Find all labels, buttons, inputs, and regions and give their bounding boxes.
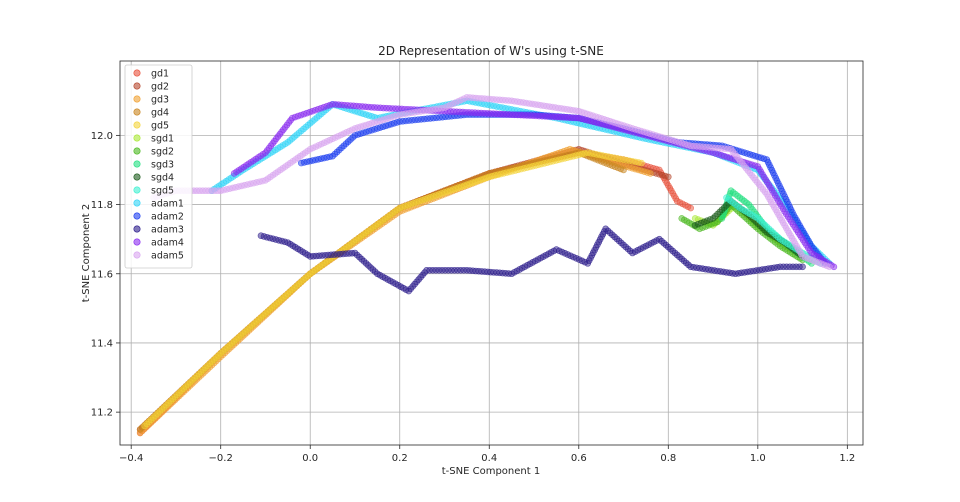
x-tick-label: −0.4 (119, 453, 143, 464)
legend-marker-gd4 (133, 108, 141, 116)
y-tick-label: 12.0 (91, 131, 113, 142)
y-tick-label: 11.8 (91, 200, 113, 211)
legend-label-adam4: adam4 (151, 238, 184, 249)
y-axis-label: t-SNE Component 2 (81, 204, 92, 302)
gd4-point (620, 166, 627, 174)
legend-marker-adam3 (133, 225, 141, 233)
legend-marker-adam2 (133, 212, 141, 220)
legend-label-adam5: adam5 (151, 251, 184, 262)
plot-area-frame (119, 60, 864, 446)
legend-marker-gd2 (133, 82, 141, 90)
legend-items: gd1 gd2 gd3 gd4 gd5 sgd1 sgd2 sgd3 sgd4 sgd5 adam1… (133, 69, 184, 262)
legend-label-sgd1: sgd1 (151, 134, 174, 145)
legend-marker-sgd4 (133, 173, 141, 181)
y-tick-label: 11.6 (91, 269, 113, 280)
adam5-point (826, 263, 833, 271)
legend-label-sgd3: sgd3 (151, 160, 174, 171)
legend-label-sgd5: sgd5 (151, 186, 174, 197)
series-gd5 (141, 149, 645, 430)
legend-label-gd4: gd4 (151, 108, 169, 119)
legend-marker-gd1 (133, 69, 141, 77)
axis-ticks: −0.4 −0.2 0.0 0.2 0.4 0.6 0.8 1.0 1.2 11.2 11.4 11.… (91, 131, 856, 464)
legend-label-gd1: gd1 (151, 69, 169, 80)
legend-label-sgd4: sgd4 (151, 173, 174, 184)
legend-marker-sgd5 (133, 186, 141, 194)
x-tick-label: 1.2 (839, 453, 855, 464)
legend-marker-gd3 (133, 95, 141, 103)
x-tick-label: −0.2 (209, 453, 233, 464)
x-tick-label: 0.4 (481, 453, 497, 464)
legend-label-adam1: adam1 (151, 199, 184, 210)
gd1-point (687, 204, 694, 212)
legend-marker-adam5 (133, 251, 141, 259)
legend-label-gd5: gd5 (151, 121, 169, 132)
x-tick-label: 1.0 (750, 453, 766, 464)
legend-label-adam2: adam2 (151, 212, 184, 223)
legend-marker-sgd1 (133, 134, 141, 142)
series-adam3 (257, 225, 806, 295)
legend-frame (124, 64, 193, 269)
legend-label-gd2: gd2 (151, 82, 169, 93)
legend-label-adam3: adam3 (151, 225, 184, 236)
legend-marker-sgd3 (133, 160, 141, 168)
x-tick-label: 0.6 (571, 453, 587, 464)
legend-marker-adam1 (133, 199, 141, 207)
gd2-point (664, 173, 672, 181)
legend-label-sgd2: sgd2 (151, 147, 174, 158)
legend-marker-gd5 (133, 121, 141, 129)
gd3-point (647, 170, 654, 177)
y-tick-label: 11.2 (91, 408, 113, 419)
y-tick-label: 11.4 (91, 338, 113, 349)
x-tick-label: 0.2 (392, 453, 408, 464)
legend-marker-adam4 (133, 238, 141, 246)
x-tick-label: 0.8 (660, 453, 676, 464)
chart-title: 2D Representation of W's using t-SNE (378, 44, 604, 58)
legend-marker-sgd2 (133, 147, 141, 155)
legend-label-gd3: gd3 (151, 95, 169, 106)
adam3-point (799, 263, 806, 271)
data-series-layer (136, 94, 838, 437)
gd5-point (638, 159, 645, 167)
x-tick-label: 0.0 (302, 453, 318, 464)
legend: gd1 gd2 gd3 gd4 gd5 sgd1 sgd2 sgd3 sgd4 sgd5 adam1… (124, 64, 193, 269)
x-axis-label: t-SNE Component 1 (442, 466, 540, 477)
